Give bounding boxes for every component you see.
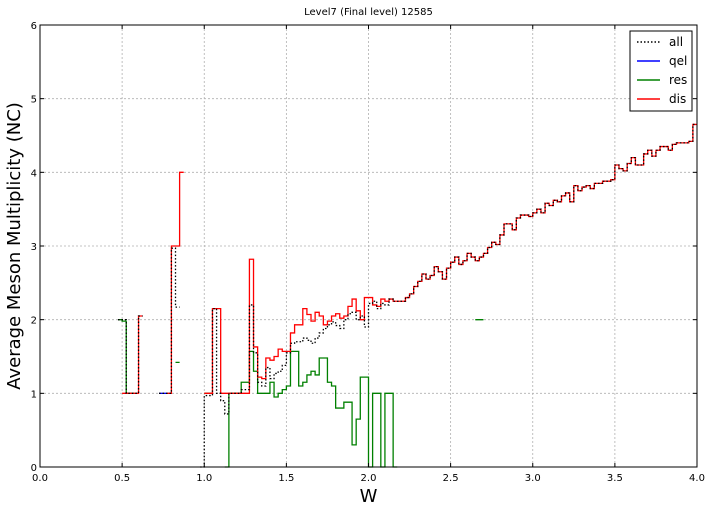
x-tick-label: 1.5 [278,473,294,484]
series-dis-line [122,123,697,394]
x-tick-label: 3.0 [525,473,541,484]
y-axis-label: Average Meson Multiplicity (NC) [4,102,25,390]
x-tick-label: 0.0 [32,473,48,484]
legend: all qel res dis [629,30,693,112]
x-tick-label: 0.5 [114,473,130,484]
legend-label-dis: dis [669,92,686,106]
legend-label-all: all [669,35,683,49]
y-tick-label: 0 [31,463,37,474]
y-tick-label: 2 [31,316,37,327]
chart-title: Level7 (Final level) 12585 [304,7,433,18]
y-tick-label: 6 [31,21,37,32]
x-tick-label: 2.5 [443,473,459,484]
x-tick-label: 2.0 [361,473,377,484]
y-tick-label: 3 [31,242,37,253]
legend-box [629,30,693,112]
series-layer [118,123,697,468]
legend-label-res: res [669,73,687,87]
x-tick-label: 4.0 [689,473,705,484]
x-tick-label: 1.0 [196,473,212,484]
x-tick-label: 3.5 [607,473,623,484]
y-tick-label: 4 [31,168,37,179]
x-axis-label: W [360,486,378,507]
legend-label-qel: qel [669,54,687,68]
ticks-layer: 0.0 0.5 1.0 1.5 2.0 2.5 3.0 3.5 4.0 0 1 2 3 4 5 6 [31,21,705,484]
y-tick-label: 5 [31,95,37,106]
y-tick-label: 1 [31,389,37,400]
series-all-line [118,123,697,468]
